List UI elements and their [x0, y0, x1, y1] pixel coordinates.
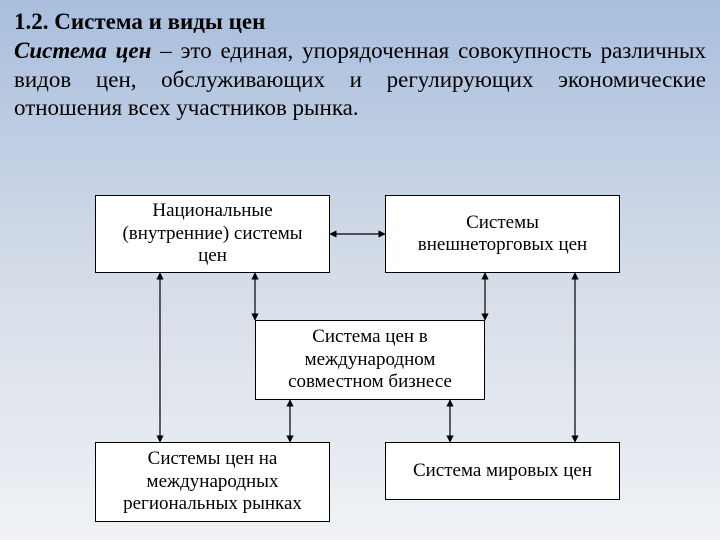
section-title: Система и виды цен [54, 9, 265, 34]
section-title-line: 1.2. Система и виды цен [14, 8, 706, 37]
diagram-node-label: Система цен в международном совместном б… [266, 326, 474, 393]
definition: Система цен – это единая, упорядоченная … [14, 37, 706, 123]
diagram-node-label: Система мировых цен [413, 460, 592, 482]
slide-heading: 1.2. Система и виды цен Система цен – эт… [0, 0, 720, 123]
definition-term: Система цен [14, 38, 151, 63]
diagram-node-intl_joint: Система цен в международном совместном б… [255, 320, 485, 400]
diagram-node-label: Системы цен на международных региональны… [106, 448, 319, 515]
diagram-node-label: Национальные (внутренние) системы цен [106, 200, 319, 267]
diagram-node-regional: Системы цен на международных региональны… [95, 442, 330, 522]
diagram-node-national: Национальные (внутренние) системы цен [95, 195, 330, 273]
diagram-node-foreign_trade: Системы внешнеторговых цен [385, 195, 620, 273]
diagram-node-world: Система мировых цен [385, 442, 620, 500]
section-number: 1.2. [14, 9, 49, 34]
diagram-node-label: Системы внешнеторговых цен [396, 212, 609, 257]
